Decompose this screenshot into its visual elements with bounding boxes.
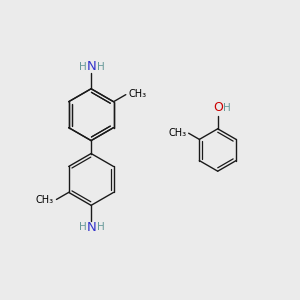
Text: H: H [79,62,87,72]
Text: H: H [97,62,104,72]
Text: N: N [87,221,97,234]
Text: CH₃: CH₃ [128,89,146,99]
Text: CH₃: CH₃ [168,128,186,138]
Text: O: O [213,101,223,114]
Text: H: H [79,222,87,232]
Text: CH₃: CH₃ [36,195,54,205]
Text: H: H [97,222,104,232]
Text: H: H [223,103,231,112]
Text: N: N [87,60,97,74]
